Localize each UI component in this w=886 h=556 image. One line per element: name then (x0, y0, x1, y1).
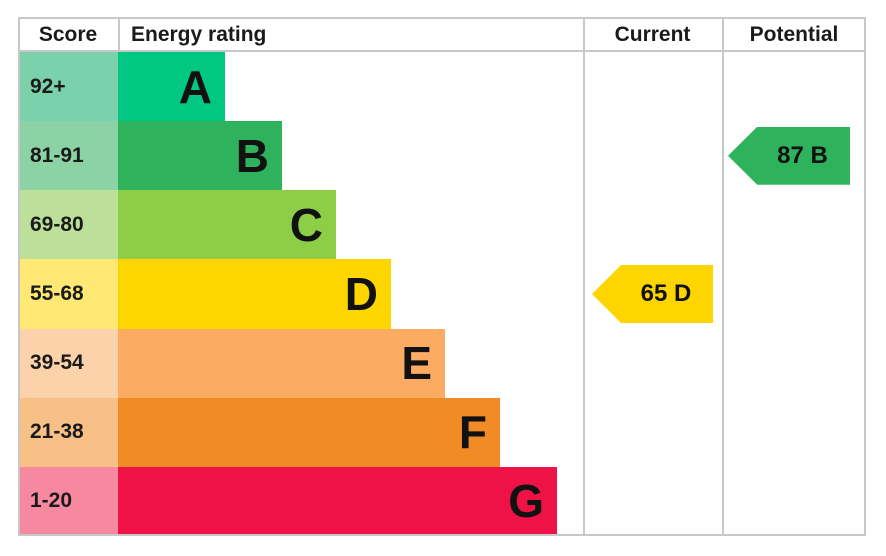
band-row-e: 39-54 E (18, 328, 866, 398)
current-rating-arrow: 65 D (592, 265, 713, 323)
score-range-e: 39-54 (18, 328, 118, 398)
score-range-b: 81-91 (18, 121, 118, 191)
table-header-row: Score Energy rating Current Potential (18, 17, 866, 52)
band-row-g: 1-20 G (18, 466, 866, 536)
band-row-d: 55-68 D (18, 259, 866, 329)
band-rows: 92+ A 81-91 B 69-80 C 55-68 D 39-54 E 21-38 F 1-20 G (18, 52, 866, 536)
band-bar-g: G (118, 466, 557, 536)
potential-column-divider (722, 17, 724, 536)
band-row-c: 69-80 C (18, 190, 866, 260)
score-column-header: Score (38, 22, 98, 46)
score-range-d: 55-68 (18, 259, 118, 329)
current-rating-label: 65 D (640, 280, 692, 307)
potential-rating-label: 87 B (777, 141, 828, 169)
potential-rating-arrow: 87 B (728, 126, 850, 185)
score-range-f: 21-38 (18, 397, 118, 467)
band-row-f: 21-38 F (18, 397, 866, 467)
potential-column-header: Potential (749, 22, 839, 46)
score-column-divider (118, 17, 120, 52)
epc-table: Score Energy rating Current Potential 92… (18, 17, 866, 536)
table-left-border (18, 17, 20, 536)
band-bar-e: E (118, 328, 445, 398)
band-row-a: 92+ A (18, 52, 866, 122)
score-range-g: 1-20 (18, 466, 118, 536)
band-bar-c: C (118, 190, 336, 260)
band-row-b: 81-91 B (18, 121, 866, 191)
band-bar-d: D (118, 259, 391, 329)
band-bar-a: A (118, 52, 225, 122)
current-column-header: Current (614, 22, 691, 46)
current-column-divider (583, 17, 585, 536)
band-bar-b: B (118, 121, 282, 191)
header-separator-line (18, 50, 866, 52)
band-bar-f: F (118, 397, 500, 467)
table-bottom-border (18, 534, 866, 536)
table-top-border (18, 17, 866, 19)
score-range-a: 92+ (18, 52, 118, 122)
score-range-c: 69-80 (18, 190, 118, 260)
energy-rating-column-header: Energy rating (131, 22, 267, 46)
table-right-border (864, 17, 866, 536)
